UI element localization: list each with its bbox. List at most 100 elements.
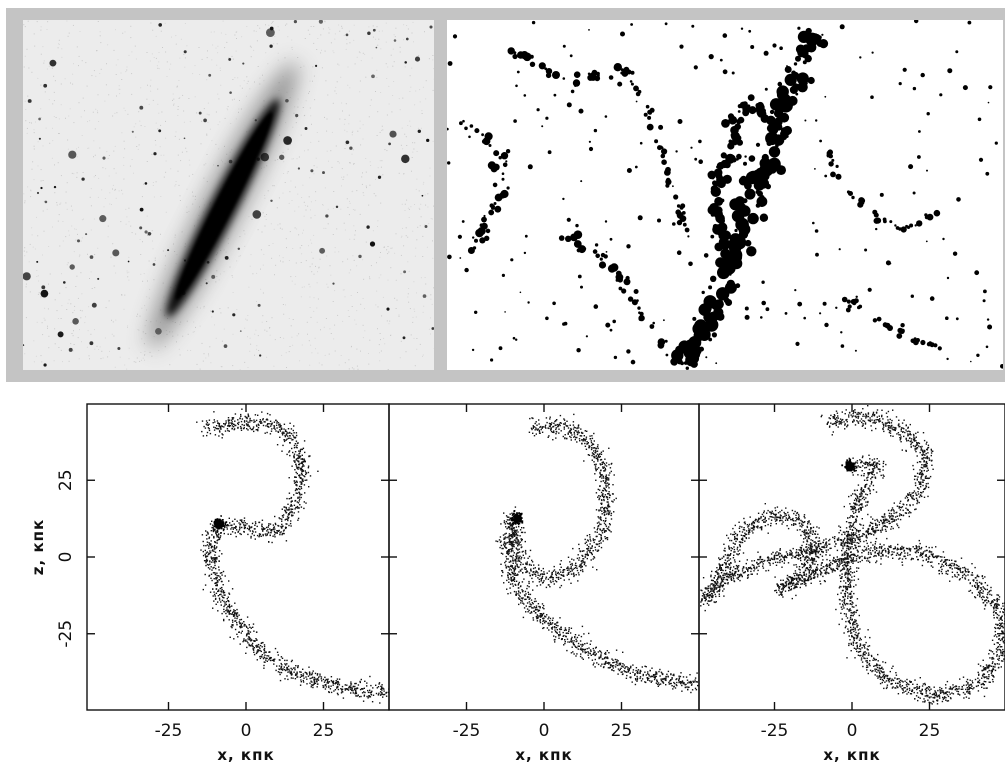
photo-grain (179, 195, 181, 197)
photo-grain (102, 357, 104, 359)
photo-grain (56, 204, 58, 206)
filament-blob (494, 193, 503, 202)
stream-point (255, 645, 257, 647)
stream-point (324, 676, 326, 678)
stream-point (545, 578, 547, 580)
stream-point (214, 554, 216, 556)
photo-grain (341, 168, 343, 170)
stream-point (279, 679, 282, 682)
photo-grain (26, 132, 28, 134)
stream-point (336, 681, 338, 683)
photo-grain (157, 103, 159, 105)
photo-grain (363, 194, 365, 196)
filament-blob (744, 211, 747, 214)
stream-point (266, 533, 268, 535)
stream-point (291, 511, 293, 514)
stream-point (593, 556, 595, 558)
stream-point (593, 461, 595, 463)
stream-point (219, 572, 222, 574)
stream-point (215, 557, 217, 560)
photo-grain (300, 134, 302, 136)
stream-point (573, 559, 575, 561)
stream-point (301, 479, 304, 482)
filament-blob (797, 26, 801, 30)
stream-point (550, 430, 553, 433)
photo-grain (315, 265, 316, 267)
photo-grain (294, 186, 296, 188)
photo-grain (377, 44, 379, 46)
stream-point (601, 506, 603, 509)
photo-grain (298, 156, 300, 158)
stream-point (526, 571, 529, 573)
filament-blob (933, 209, 941, 217)
filament-blob (527, 164, 533, 170)
filament-blob (824, 174, 828, 178)
stream-point (251, 530, 254, 532)
photo-grain (310, 209, 311, 211)
photo-grain (387, 246, 389, 247)
stream-point (237, 531, 239, 533)
stream-point (265, 526, 268, 529)
stream-point (212, 572, 215, 574)
stream-point (583, 550, 585, 552)
photo-grain (68, 299, 70, 301)
photo-grain (131, 159, 133, 160)
filament-blob (613, 355, 618, 360)
stream-point (551, 572, 553, 574)
stream-point (591, 547, 593, 549)
stream-point (602, 540, 604, 542)
photo-grain (71, 333, 73, 334)
photo-grain (315, 157, 317, 159)
stream-point (543, 573, 546, 575)
stream-point (288, 450, 291, 452)
stream-point (534, 422, 536, 425)
stream-point (607, 485, 609, 487)
stream-point (557, 425, 560, 427)
photo-grain (305, 260, 307, 262)
photo-grain (380, 166, 382, 168)
filament-blob (879, 192, 884, 197)
filament-blob (633, 289, 639, 294)
stream-point (605, 513, 608, 515)
stream-point (279, 532, 281, 534)
filament-blob (723, 297, 730, 304)
photo-grain (313, 42, 315, 44)
photo-grain (282, 261, 284, 263)
filament-blob (558, 235, 565, 241)
photo-grain (334, 33, 336, 35)
stream-point (599, 476, 601, 478)
photo-grain (43, 317, 45, 319)
filament-blob (594, 243, 599, 247)
stream-point (320, 676, 323, 678)
photo-grain (361, 176, 363, 178)
stream-point (360, 695, 362, 698)
stream-point (237, 530, 240, 533)
stream-point (213, 546, 215, 548)
stream-point (593, 450, 595, 452)
stream-point (297, 457, 299, 459)
stream-point (325, 684, 327, 686)
photo-grain (151, 53, 153, 55)
stream-point (204, 553, 206, 556)
photo-star (429, 25, 433, 29)
photo-grain (353, 24, 355, 26)
photo-grain (113, 49, 115, 51)
stream-point (274, 531, 276, 534)
filament-blob (643, 112, 648, 117)
stream-point (302, 681, 305, 683)
stream-point (316, 673, 319, 675)
stream-point (226, 615, 228, 618)
stream-point (378, 682, 381, 684)
stream-point (266, 655, 268, 657)
stream-point (542, 426, 544, 428)
stream-point (523, 567, 526, 569)
stream-point (600, 523, 602, 526)
stream-point (234, 413, 237, 415)
stream-point (273, 534, 276, 536)
photo-grain (380, 350, 382, 352)
photo-grain (42, 145, 44, 147)
stream-point (234, 420, 236, 422)
stream-point (297, 496, 299, 499)
photo-grain (127, 327, 128, 328)
stream-point (379, 702, 381, 704)
